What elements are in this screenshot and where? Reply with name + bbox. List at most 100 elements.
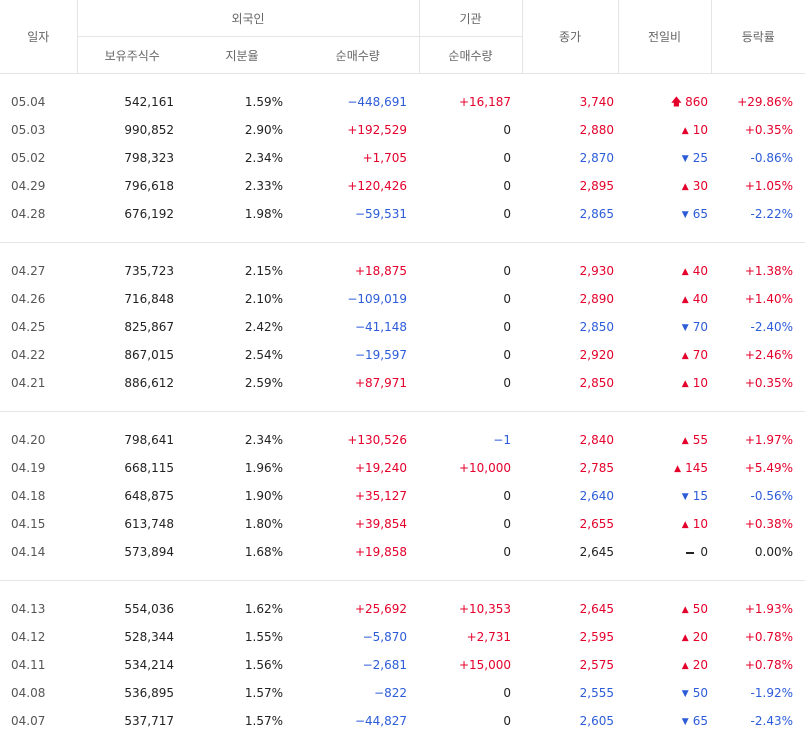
change-value: 50 [692, 686, 708, 700]
cell-institution-net: 0 [503, 348, 511, 362]
down-triangle-icon: ▼ [681, 717, 689, 727]
cell-ratio: 1.59% [244, 95, 283, 109]
cell-foreign-net: +39,854 [354, 517, 407, 531]
header-foreign-net: 순매수량 [297, 36, 419, 74]
cell-close: 2,930 [579, 264, 614, 278]
group-divider [0, 566, 805, 581]
cell-date: 04.25 [11, 320, 46, 334]
cell-ratio: 1.57% [244, 714, 283, 728]
cell-institution-net: 0 [503, 376, 511, 390]
change-value: 55 [692, 433, 708, 447]
cell-institution-net: 0 [503, 517, 511, 531]
cell-close: 2,575 [579, 658, 614, 672]
cell-close: 2,850 [579, 376, 614, 390]
cell-rate: -2.22% [750, 207, 793, 221]
cell-rate: +0.38% [744, 517, 793, 531]
cell-rate: +1.40% [744, 292, 793, 306]
cell-holdings: 796,618 [124, 179, 174, 193]
cell-holdings: 536,895 [124, 686, 174, 700]
cell-date: 04.18 [11, 489, 46, 503]
cell-holdings: 534,214 [124, 658, 174, 672]
table-row: 04.18 648,875 1.90% +35,127 0 2,640 ▼ 15 -0.56% [0, 482, 805, 510]
cell-change: ▲ 55 [618, 426, 711, 454]
group-spacer [0, 74, 805, 89]
cell-rate: -0.86% [750, 151, 793, 165]
group-spacer [0, 243, 805, 258]
cell-ratio: 2.90% [244, 123, 283, 137]
cell-close: 3,740 [579, 95, 614, 109]
cell-ratio: 1.98% [244, 207, 283, 221]
cell-foreign-net: +19,858 [354, 545, 407, 559]
up-triangle-icon: ▲ [681, 182, 689, 192]
cell-institution-net: 0 [503, 714, 511, 728]
cell-institution-net: −1 [493, 433, 511, 447]
up-triangle-icon: ▲ [674, 464, 682, 474]
cell-holdings: 542,161 [124, 95, 174, 109]
cell-ratio: 1.62% [244, 602, 283, 616]
flat-dash-icon [686, 551, 695, 554]
header-date: 일자 [0, 0, 77, 74]
cell-close: 2,895 [579, 179, 614, 193]
cell-close: 2,555 [579, 686, 614, 700]
header-institution: 기관 [418, 0, 522, 37]
cell-date: 04.19 [11, 461, 46, 475]
cell-foreign-net: +87,971 [354, 376, 407, 390]
cell-rate: 0.00% [754, 545, 793, 559]
cell-close: 2,840 [579, 433, 614, 447]
cell-date: 04.21 [11, 376, 46, 390]
cell-change: ▲ 10 [618, 510, 711, 538]
cell-change: ▼ 15 [618, 482, 711, 510]
down-triangle-icon: ▼ [681, 492, 689, 502]
cell-ratio: 2.10% [244, 292, 283, 306]
up-triangle-icon: ▲ [681, 379, 689, 389]
cell-date: 04.26 [11, 292, 46, 306]
cell-date: 05.04 [11, 95, 46, 109]
cell-foreign-net: −5,870 [362, 630, 407, 644]
cell-change: ▼ 70 [618, 313, 711, 341]
table-row: 04.21 886,612 2.59% +87,971 0 2,850 ▲ 10 +0.35% [0, 369, 805, 397]
change-value: 65 [692, 714, 708, 728]
cell-institution-net: 0 [503, 207, 511, 221]
cell-rate: +1.93% [744, 602, 793, 616]
table-row: 04.25 825,867 2.42% −41,148 0 2,850 ▼ 70 -2.40% [0, 313, 805, 341]
cell-date: 04.14 [11, 545, 46, 559]
cell-ratio: 1.56% [244, 658, 283, 672]
up-triangle-icon: ▲ [681, 126, 689, 136]
table-row: 04.22 867,015 2.54% −19,597 0 2,920 ▲ 70 +2.46% [0, 341, 805, 369]
cell-change: ▲ 20 [618, 623, 711, 651]
cell-institution-net: 0 [503, 264, 511, 278]
table-row: 04.28 676,192 1.98% −59,531 0 2,865 ▼ 65 -2.22% [0, 200, 805, 228]
table-row: 04.15 613,748 1.80% +39,854 0 2,655 ▲ 10 +0.38% [0, 510, 805, 538]
cell-date: 04.27 [11, 264, 46, 278]
table-row: 04.13 554,036 1.62% +25,692 +10,353 2,645 ▲ 50 +… [0, 595, 805, 623]
table-row: 05.02 798,323 2.34% +1,705 0 2,870 ▼ 25 -0.86% [0, 144, 805, 172]
cell-ratio: 2.42% [244, 320, 283, 334]
cell-institution-net: 0 [503, 292, 511, 306]
cell-change: ▲ 40 [618, 285, 711, 313]
down-triangle-icon: ▼ [681, 210, 689, 220]
cell-change: ▲ 30 [618, 172, 711, 200]
cell-change: 🡅 860 [618, 88, 711, 116]
cell-rate: +1.38% [744, 264, 793, 278]
cell-change: ▼ 65 [618, 707, 711, 735]
up-triangle-icon: ▲ [681, 436, 689, 446]
cell-holdings: 668,115 [124, 461, 174, 475]
up-triangle-icon: ▲ [681, 295, 689, 305]
cell-ratio: 2.34% [244, 433, 283, 447]
cell-close: 2,645 [579, 545, 614, 559]
cell-institution-net: +10,353 [458, 602, 511, 616]
up-triangle-icon: ▲ [681, 351, 689, 361]
cell-ratio: 1.55% [244, 630, 283, 644]
change-value: 0 [700, 545, 708, 559]
cell-holdings: 554,036 [124, 602, 174, 616]
group-spacer [0, 412, 805, 427]
cell-rate: +0.78% [744, 630, 793, 644]
table-row: 05.04 542,161 1.59% −448,691 +16,187 3,740 🡅 86… [0, 88, 805, 116]
cell-institution-net: +10,000 [458, 461, 511, 475]
cell-ratio: 1.57% [244, 686, 283, 700]
header-foreign: 외국인 [76, 0, 419, 37]
cell-date: 04.29 [11, 179, 46, 193]
cell-holdings: 648,875 [124, 489, 174, 503]
change-value: 50 [692, 602, 708, 616]
cell-holdings: 573,894 [124, 545, 174, 559]
